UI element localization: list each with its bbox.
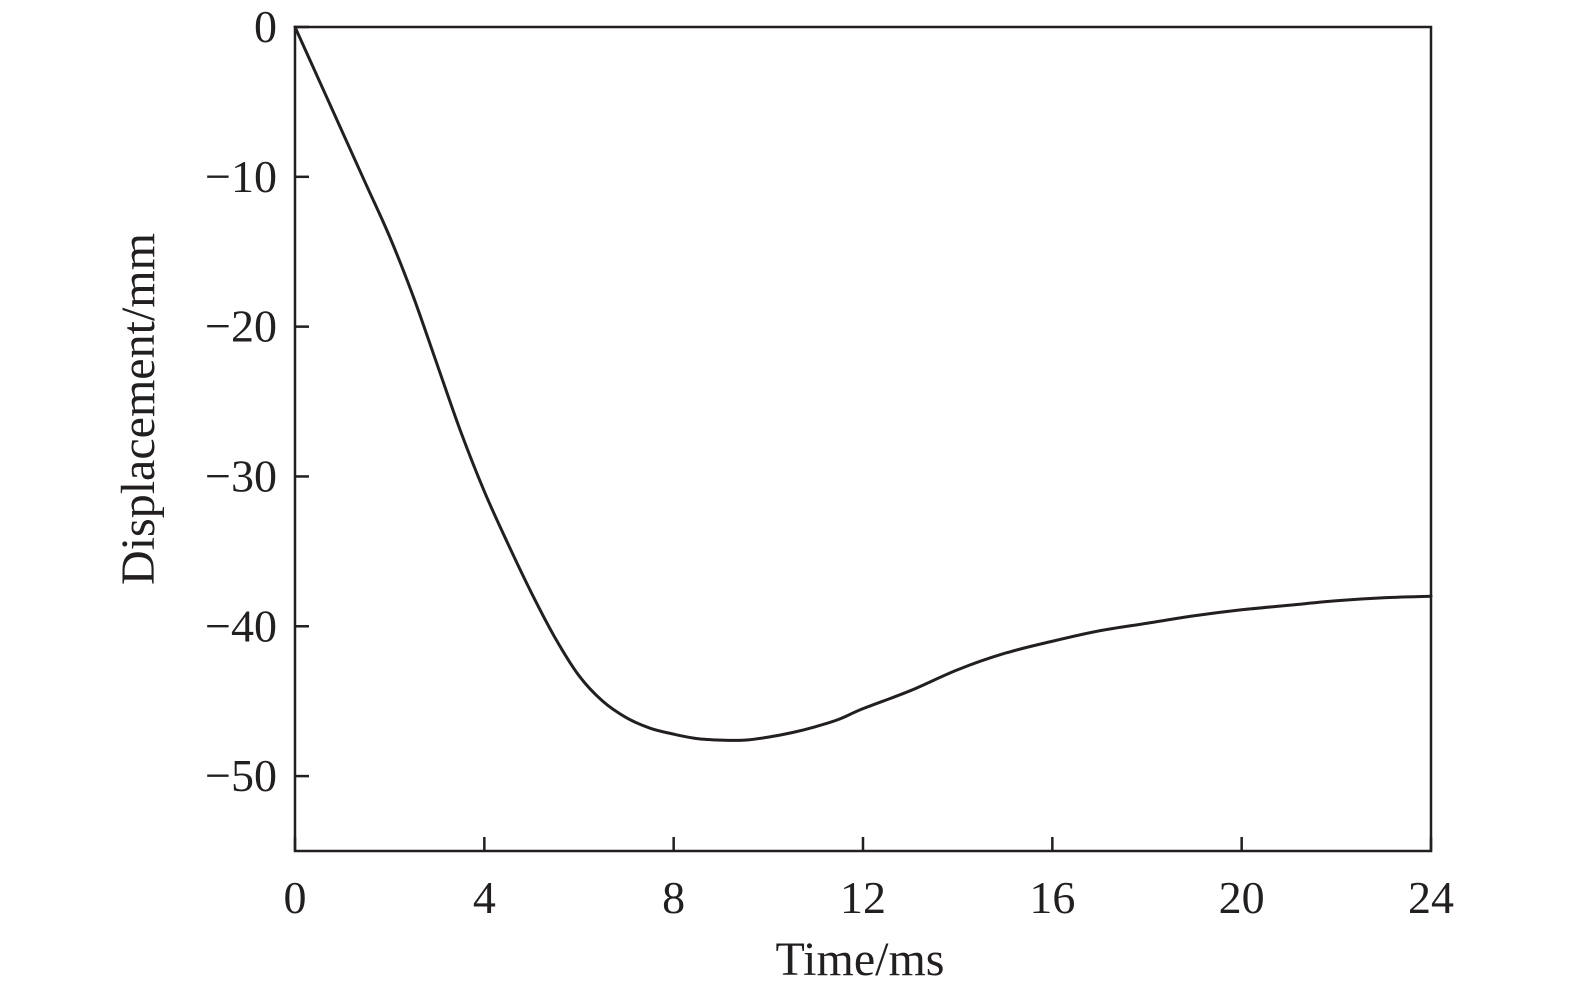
x-tick-label: 16 xyxy=(1029,872,1075,923)
y-tick-label: −20 xyxy=(205,301,277,352)
y-tick-label: −40 xyxy=(205,600,277,651)
plot-area: 0 4 8 12 16 20 24 0 −10 −20 −30 −40 −50 Time/ms Displa… xyxy=(112,1,1454,986)
series-line xyxy=(293,25,1433,742)
y-axis-title: Displacement/mm xyxy=(112,233,165,585)
x-tick-label: 4 xyxy=(473,872,496,923)
x-tick-label: 0 xyxy=(284,872,307,923)
y-tick-label: −10 xyxy=(205,151,277,202)
x-axis-title: Time/ms xyxy=(776,933,945,986)
y-tick-label: 0 xyxy=(254,1,277,52)
x-tick-label: 24 xyxy=(1408,872,1454,923)
y-tick-label: −30 xyxy=(205,450,277,501)
x-tick-label: 20 xyxy=(1219,872,1265,923)
x-tick-label: 12 xyxy=(840,872,886,923)
x-tick-label: 8 xyxy=(662,872,685,923)
y-tick-label: −50 xyxy=(205,750,277,801)
plot-frame xyxy=(293,25,1433,853)
